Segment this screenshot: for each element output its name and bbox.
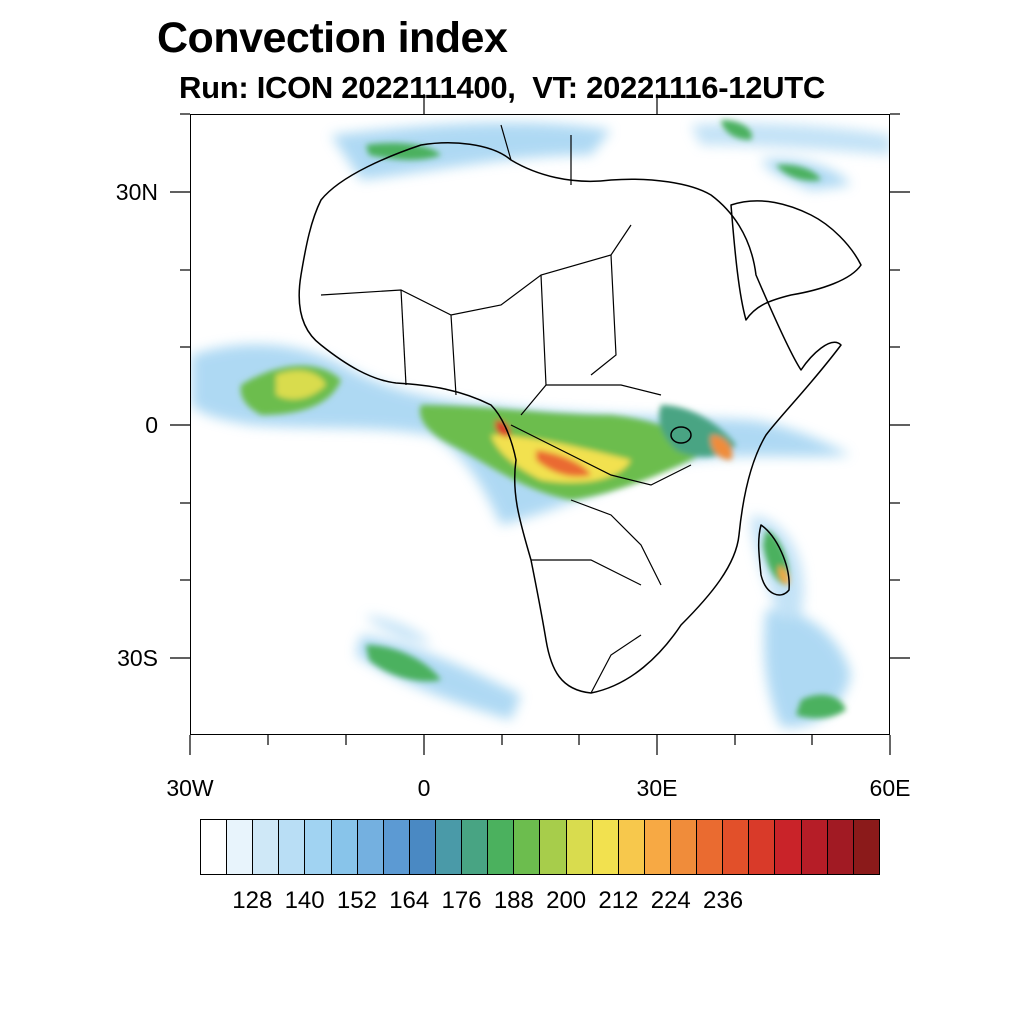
colorbar-tick-label: 212 xyxy=(598,887,639,914)
colorbar-swatch xyxy=(201,820,228,874)
lake-victoria xyxy=(670,426,692,444)
colorbar-swatch xyxy=(514,820,541,874)
colorbar-swatch xyxy=(697,820,724,874)
colorbar-swatch xyxy=(462,820,489,874)
map-panel[interactable] xyxy=(190,114,890,735)
colorbar-swatch xyxy=(227,820,254,874)
colorbar-swatch xyxy=(331,820,358,874)
colorbar-swatch xyxy=(644,820,671,874)
colorbar-swatch xyxy=(409,820,436,874)
colorbar-swatch xyxy=(566,820,593,874)
colorbar-tick-label: 176 xyxy=(441,887,482,914)
colorbar-swatch xyxy=(723,820,750,874)
colorbar-tick-label: 236 xyxy=(703,887,744,914)
colorbar-swatch xyxy=(435,820,463,874)
colorbar-swatch xyxy=(749,820,776,874)
colorbar-tick-label: 140 xyxy=(284,887,325,914)
colorbar-tick-label: 152 xyxy=(336,887,377,914)
colorbar-swatch xyxy=(383,820,410,874)
lon-label-60e: 60E xyxy=(869,775,911,801)
colorbar-swatch xyxy=(853,820,879,874)
colorbar-tick-label: 128 xyxy=(232,887,273,914)
colorbar-swatch xyxy=(540,820,567,874)
lat-label-0: 0 xyxy=(145,412,158,438)
lat-label-30s: 30S xyxy=(117,645,158,671)
coastlines xyxy=(298,142,862,694)
colorbar-tick-label: 164 xyxy=(389,887,430,914)
lon-label-30w: 30W xyxy=(166,775,214,801)
lon-label-0: 0 xyxy=(417,775,431,801)
colorbar-swatch xyxy=(253,820,280,874)
chart-title: Convection index xyxy=(157,14,508,62)
country-borders xyxy=(320,124,692,694)
colorbar-tick-label: 188 xyxy=(493,887,534,914)
convection-field xyxy=(191,120,889,728)
colorbar-swatch xyxy=(279,820,306,874)
lon-label-30e: 30E xyxy=(636,775,678,801)
colorbar-swatch xyxy=(801,820,828,874)
map-canvas xyxy=(191,120,889,728)
chart-subtitle: Run: ICON 2022111400, VT: 20221116-12UTC xyxy=(179,70,825,105)
colorbar-swatch xyxy=(618,820,645,874)
colorbar-swatch xyxy=(488,820,515,874)
colorbar-swatch xyxy=(670,820,698,874)
colorbar-swatch xyxy=(357,820,384,874)
colorbar-swatch xyxy=(775,820,802,874)
colorbar-swatch xyxy=(827,820,854,874)
colorbar xyxy=(200,819,880,875)
lat-label-30n: 30N xyxy=(115,179,158,205)
colorbar-swatch xyxy=(592,820,619,874)
colorbar-tick-label: 200 xyxy=(546,887,587,914)
colorbar-tick-label: 224 xyxy=(650,887,691,914)
colorbar-swatch xyxy=(305,820,332,874)
